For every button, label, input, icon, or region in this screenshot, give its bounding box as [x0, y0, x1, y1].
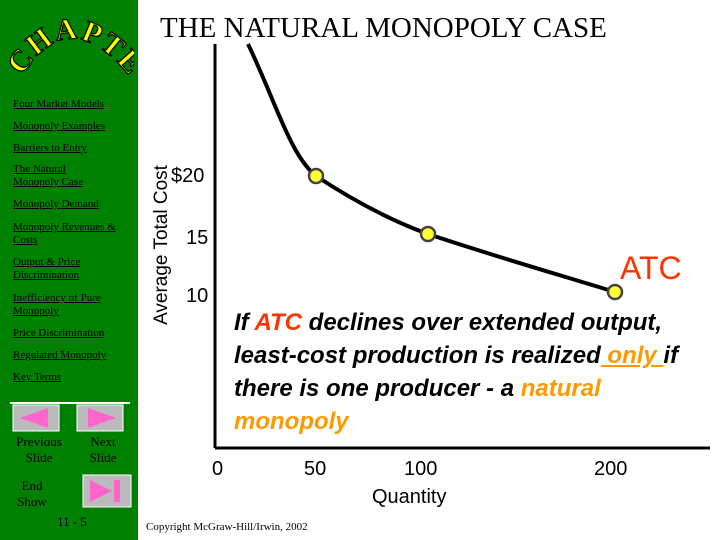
end-show-button[interactable]: End Show	[17, 478, 47, 509]
explanation-natural-monopoly: natural monopoly	[234, 375, 601, 435]
nav-barriers-to-entry[interactable]: Barriers to Entry	[13, 142, 87, 154]
previous-arrow-icon[interactable]	[12, 404, 60, 432]
atc-series-label: ATC	[620, 250, 682, 286]
sidebar: CHAPTER Four Market Models Monopoly Exam…	[0, 0, 138, 540]
end-show-icon[interactable]	[82, 474, 132, 508]
nav-four-market-models[interactable]: Four Market Models	[13, 98, 105, 110]
nav-key-terms[interactable]: Key Terms	[13, 371, 62, 383]
copyright: Copyright McGraw-Hill/Irwin, 2002	[146, 521, 308, 533]
explanation-part: declines over extended output, least-cos…	[234, 309, 663, 369]
x-tick-label: 100	[404, 458, 438, 480]
atc-data-point	[307, 167, 325, 185]
nav-regulated-monopoly[interactable]: Regulated Monopoly	[13, 349, 107, 361]
nav-price-discrimination[interactable]: Price Discrimination	[13, 327, 105, 339]
explanation-only: only	[600, 342, 664, 369]
nav-monopoly-demand[interactable]: Monopoly Demand	[13, 198, 99, 210]
nav-output-price-discrimination[interactable]: Output & Price Discrimination	[13, 256, 81, 281]
nav-natural-monopoly-case[interactable]: The Natural Monopoly Case	[13, 163, 83, 188]
y-tick-label: 15	[186, 227, 209, 249]
x-axis-title: Quantity	[372, 486, 447, 508]
y-tick-label: $20	[171, 165, 205, 187]
atc-curve	[246, 43, 616, 294]
y-axis-title: Average Total Cost	[151, 165, 172, 325]
slide-number: 11 - 5	[57, 514, 87, 529]
y-tick-label: 10	[186, 285, 209, 307]
x-tick-label: 0	[212, 458, 224, 480]
explanation-part: if there is one producer - a	[234, 342, 679, 402]
explanation-text: If ATC declines over extended output, le…	[234, 306, 694, 438]
chapter-logo: CHAPTER	[8, 10, 134, 82]
x-tick-label: 50	[304, 458, 327, 480]
divider	[10, 402, 130, 404]
atc-data-point	[419, 225, 437, 243]
page-title: THE NATURAL MONOPOLY CASE	[160, 12, 607, 44]
explanation-part: If	[234, 309, 255, 336]
nav-monopoly-revenues-costs[interactable]: Monopoly Revenues & Costs	[13, 221, 116, 246]
next-arrow-icon[interactable]	[76, 404, 124, 432]
nav-monopoly-examples[interactable]: Monopoly Examples	[13, 120, 105, 132]
nav-inefficiency-pure-monopoly[interactable]: Inefficiency of Pure Monopoly	[13, 292, 101, 317]
atc-data-point	[606, 283, 624, 301]
previous-slide-button[interactable]: Previous Slide	[16, 434, 62, 465]
x-tick-label: 200	[594, 458, 628, 480]
explanation-atc: ATC	[254, 309, 302, 336]
next-slide-button[interactable]: Next Slide	[89, 434, 117, 465]
